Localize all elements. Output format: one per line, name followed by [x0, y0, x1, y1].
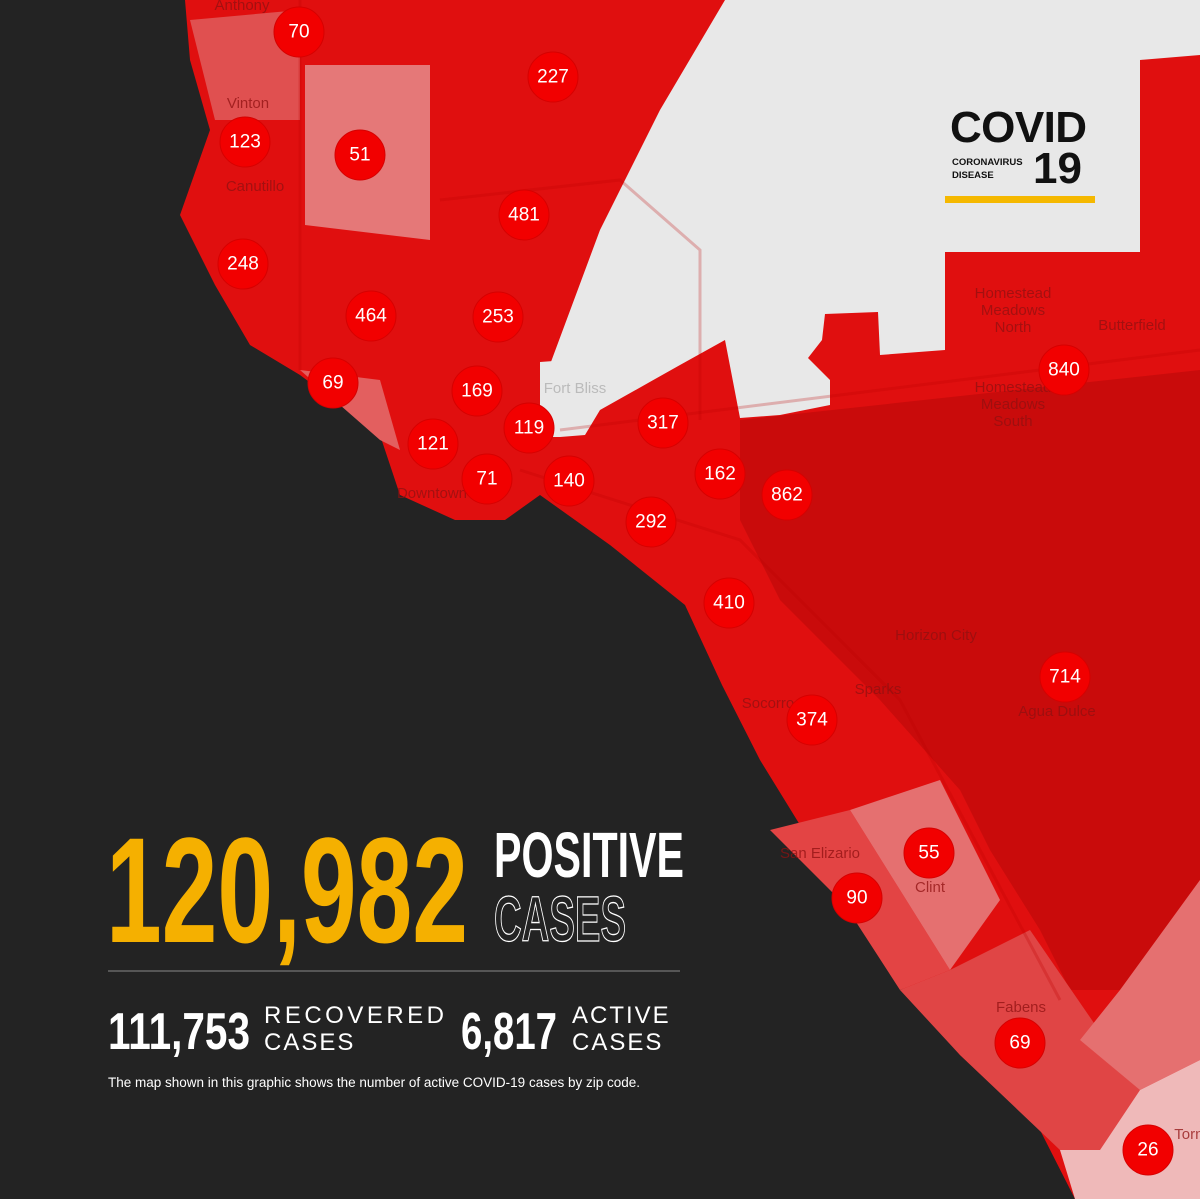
- zip-marker: [761, 469, 813, 521]
- zip-count: 481: [508, 205, 540, 226]
- place-label: Socorro: [742, 695, 795, 712]
- logo-number: 19: [1033, 144, 1082, 193]
- zip-marker: [307, 357, 359, 409]
- active-label: CASES: [572, 1029, 663, 1056]
- zip-count: 26: [1137, 1140, 1158, 1161]
- fort-bliss: [545, 0, 1200, 437]
- zip-markers: 70 227 123 51 481 248 464 253 840 69 169 119 317 121 7…: [217, 6, 1174, 1176]
- place-label: South: [993, 413, 1032, 430]
- place-label: North: [995, 319, 1032, 336]
- zip-marker: [694, 448, 746, 500]
- zip-count: 227: [537, 67, 569, 88]
- place-label: Agua Dulce: [1018, 703, 1096, 720]
- zip-marker: [637, 397, 689, 449]
- place-label: Meadows: [981, 396, 1045, 413]
- zip-count: 169: [461, 381, 493, 402]
- place-label: San Elizario: [780, 845, 860, 862]
- zip-marker: [903, 827, 955, 879]
- place-label: Sparks: [855, 681, 902, 698]
- light-zone: [190, 10, 300, 120]
- logo-line: CORONAVIRUS: [952, 157, 1023, 168]
- zip-marker: [273, 6, 325, 58]
- zip-marker: [345, 290, 397, 342]
- logo-bar: [945, 196, 1095, 203]
- zip-count: 119: [514, 418, 544, 439]
- active-label: ACTIVE: [572, 1002, 671, 1029]
- zip-count: 292: [635, 512, 667, 533]
- place-label: Downtown: [397, 485, 467, 502]
- zip-marker: [217, 238, 269, 290]
- zip-count: 253: [482, 307, 514, 328]
- zip-count: 374: [796, 710, 828, 731]
- zip-count: 464: [355, 306, 387, 327]
- light-zone: [1080, 880, 1200, 1090]
- zip-count: 862: [771, 485, 803, 506]
- zip-marker: [1122, 1124, 1174, 1176]
- zip-count: 248: [227, 254, 259, 275]
- logo-line: DISEASE: [952, 170, 994, 181]
- place-labels: Anthony Vinton Canutillo Fort Bliss Downtown…: [214, 0, 1200, 1143]
- zip-marker: [472, 291, 524, 343]
- zip-marker: [831, 872, 883, 924]
- zip-marker: [407, 418, 459, 470]
- recovered-label: CASES: [264, 1029, 355, 1056]
- zip-count: 71: [476, 469, 497, 490]
- zip-count: 410: [713, 593, 745, 614]
- place-label: Tornillo: [1174, 1126, 1200, 1143]
- place-label: Fort Bliss: [544, 380, 607, 397]
- zip-marker: [498, 189, 550, 241]
- zip-marker: [461, 453, 513, 505]
- zip-count: 714: [1049, 667, 1081, 688]
- zip-count: 162: [704, 464, 736, 485]
- place-label: Meadows: [981, 302, 1045, 319]
- zip-count: 69: [1009, 1033, 1030, 1054]
- place-label: Canutillo: [226, 178, 284, 195]
- place-label: Anthony: [214, 0, 270, 14]
- zip-marker: [994, 1017, 1046, 1069]
- zip-marker: [334, 129, 386, 181]
- positive-label: POSITIVE: [494, 819, 684, 891]
- place-label: Horizon City: [895, 627, 977, 644]
- zip-marker: [625, 496, 677, 548]
- zip-marker: [527, 51, 579, 103]
- place-label: Clint: [915, 879, 946, 896]
- road: [439, 178, 702, 420]
- place-label: Fabens: [996, 999, 1046, 1016]
- positive-label-outline: CASES: [494, 883, 626, 955]
- east-zone: [740, 370, 1200, 990]
- place-label: Homestead: [975, 285, 1052, 302]
- road: [519, 468, 1062, 1001]
- logo-word: COVID: [950, 103, 1087, 152]
- zip-marker: [1038, 344, 1090, 396]
- zip-marker: [451, 365, 503, 417]
- zip-marker: [786, 694, 838, 746]
- footnote: The map shown in this graphic shows the …: [108, 1075, 640, 1090]
- zip-count: 140: [553, 471, 585, 492]
- zip-count: 90: [846, 888, 867, 909]
- zip-count: 317: [647, 413, 679, 434]
- positive-count: 120,982: [106, 806, 468, 974]
- zip-count: 121: [417, 434, 449, 455]
- zip-marker: [703, 577, 755, 629]
- stats: 120,982 POSITIVE CASES 111,753 RECOVERED…: [106, 806, 684, 1090]
- zip-count: 55: [918, 843, 939, 864]
- zip-marker: [503, 402, 555, 454]
- zip-count: 69: [322, 373, 343, 394]
- fort-bliss: [540, 358, 595, 437]
- zip-count: 123: [229, 132, 261, 153]
- zip-marker: [219, 116, 271, 168]
- recovered-count: 111,753: [108, 1003, 250, 1061]
- place-label: Vinton: [227, 95, 269, 112]
- recovered-label: RECOVERED: [264, 1002, 446, 1029]
- logo: COVID CORONAVIRUS DISEASE 19: [945, 103, 1095, 203]
- zip-marker: [543, 455, 595, 507]
- active-count: 6,817: [461, 1003, 557, 1061]
- place-label: Homestead: [975, 379, 1052, 396]
- zip-count: 51: [349, 145, 370, 166]
- zip-count: 70: [288, 22, 309, 43]
- place-label: Butterfield: [1098, 317, 1166, 334]
- zip-marker: [1039, 651, 1091, 703]
- zip-count: 840: [1048, 360, 1080, 381]
